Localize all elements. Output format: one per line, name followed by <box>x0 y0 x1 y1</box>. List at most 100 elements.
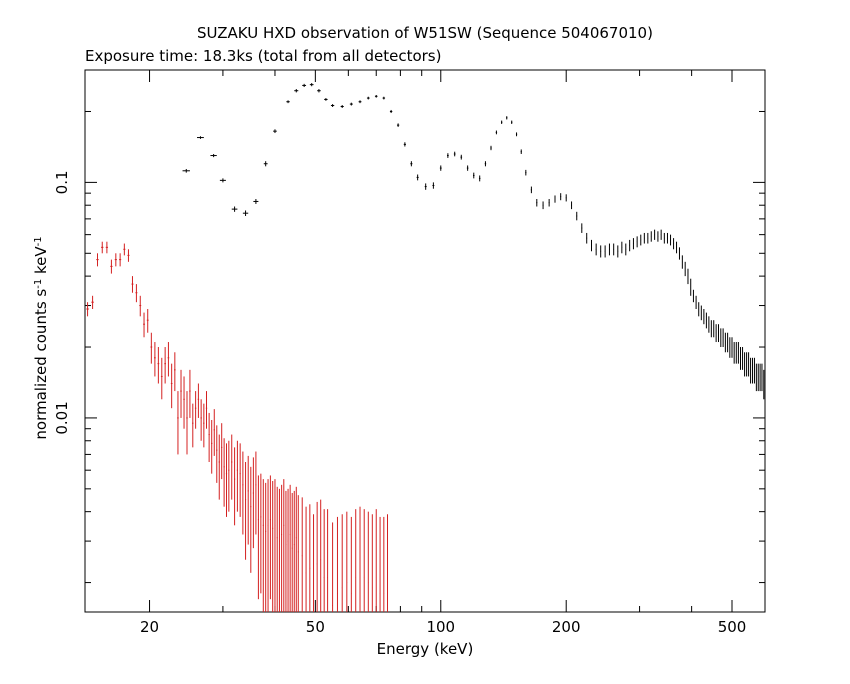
data-point <box>640 235 641 246</box>
data-point <box>501 121 502 124</box>
data-point <box>479 175 480 181</box>
data-point <box>566 194 567 201</box>
data-point <box>131 276 133 293</box>
data-point <box>521 149 522 154</box>
data-point <box>531 187 532 194</box>
data-point <box>248 456 249 545</box>
data-point <box>302 84 306 87</box>
data-point <box>368 512 369 612</box>
data-point <box>661 230 662 240</box>
data-point <box>617 245 618 257</box>
y-tick-label: 0.1 <box>53 170 71 194</box>
data-point <box>525 170 526 176</box>
data-point <box>622 242 623 254</box>
data-point <box>633 238 634 249</box>
data-point <box>180 370 182 418</box>
data-point <box>425 183 427 189</box>
y-axis-ticks: 0.01 0.1 <box>53 170 765 434</box>
data-point <box>324 509 325 612</box>
x-axis-label: Energy (keV) <box>377 640 474 658</box>
x-tick-label: 50 <box>306 618 325 636</box>
data-point <box>485 161 486 166</box>
data-point <box>208 413 209 462</box>
y-axis-label-sup2: -1 <box>33 236 44 246</box>
data-point <box>240 443 241 517</box>
data-point <box>268 479 269 612</box>
data-point <box>654 230 655 240</box>
data-point <box>454 152 456 157</box>
data-point <box>586 233 587 244</box>
y-axis-label: normalized counts s-1 keV-1 <box>32 236 50 439</box>
data-marks <box>86 83 764 612</box>
data-point <box>198 384 199 418</box>
data-point <box>342 514 343 612</box>
data-point <box>367 97 370 100</box>
data-point <box>664 233 665 244</box>
data-point <box>397 123 399 127</box>
data-point <box>511 121 512 124</box>
data-point <box>150 333 152 364</box>
y-axis-label-mid: keV <box>32 246 50 279</box>
data-point <box>224 438 225 506</box>
data-point <box>376 509 377 612</box>
data-point <box>327 509 328 612</box>
data-point <box>231 435 232 500</box>
data-point <box>390 110 392 113</box>
data-point <box>232 206 238 211</box>
data-point <box>101 242 103 254</box>
data-point <box>147 309 149 333</box>
data-point <box>467 165 469 170</box>
data-point <box>250 467 251 573</box>
data-point <box>543 201 544 209</box>
data-point <box>123 244 125 256</box>
data-point <box>332 522 333 612</box>
data-point <box>536 199 537 206</box>
data-point <box>161 358 163 399</box>
data-point <box>555 195 556 202</box>
data-point <box>86 302 89 316</box>
data-point <box>245 462 246 560</box>
data-point <box>337 517 338 612</box>
data-point <box>263 479 264 612</box>
data-point <box>473 173 475 179</box>
data-point <box>226 443 227 517</box>
x-tick-label: 500 <box>718 618 747 636</box>
data-point <box>364 509 365 612</box>
data-point <box>490 146 491 150</box>
data-point <box>670 235 671 246</box>
data-point <box>242 452 243 535</box>
x-tick-label: 100 <box>426 618 455 636</box>
data-point <box>91 296 93 309</box>
data-point <box>460 155 462 160</box>
data-point <box>324 98 327 101</box>
y-axis-label-main: normalized counts s <box>32 289 50 440</box>
data-point <box>404 142 406 146</box>
data-point <box>591 240 592 251</box>
data-point <box>277 487 278 612</box>
data-point <box>154 342 156 376</box>
data-point <box>96 253 98 266</box>
data-point <box>294 89 298 92</box>
data-point <box>637 236 638 247</box>
data-point <box>139 296 141 317</box>
data-point <box>625 244 626 256</box>
data-point <box>270 475 271 599</box>
data-point <box>106 242 108 254</box>
data-point <box>265 483 266 612</box>
data-point <box>294 491 295 612</box>
data-point <box>350 103 353 106</box>
data-point <box>644 233 645 244</box>
chart-title: SUZAKU HXD observation of W51SW (Sequenc… <box>197 24 653 42</box>
data-point <box>310 83 314 86</box>
data-point <box>127 249 129 262</box>
data-point <box>317 89 321 92</box>
chart-subtitle: Exposure time: 18.3ks (total from all de… <box>85 47 441 65</box>
data-point <box>192 404 193 448</box>
data-point <box>667 233 668 244</box>
data-point <box>189 370 190 418</box>
y-tick-label: 0.01 <box>53 401 71 434</box>
data-point <box>496 131 497 135</box>
data-point <box>283 479 284 612</box>
data-point <box>432 182 434 188</box>
data-point <box>609 244 610 256</box>
